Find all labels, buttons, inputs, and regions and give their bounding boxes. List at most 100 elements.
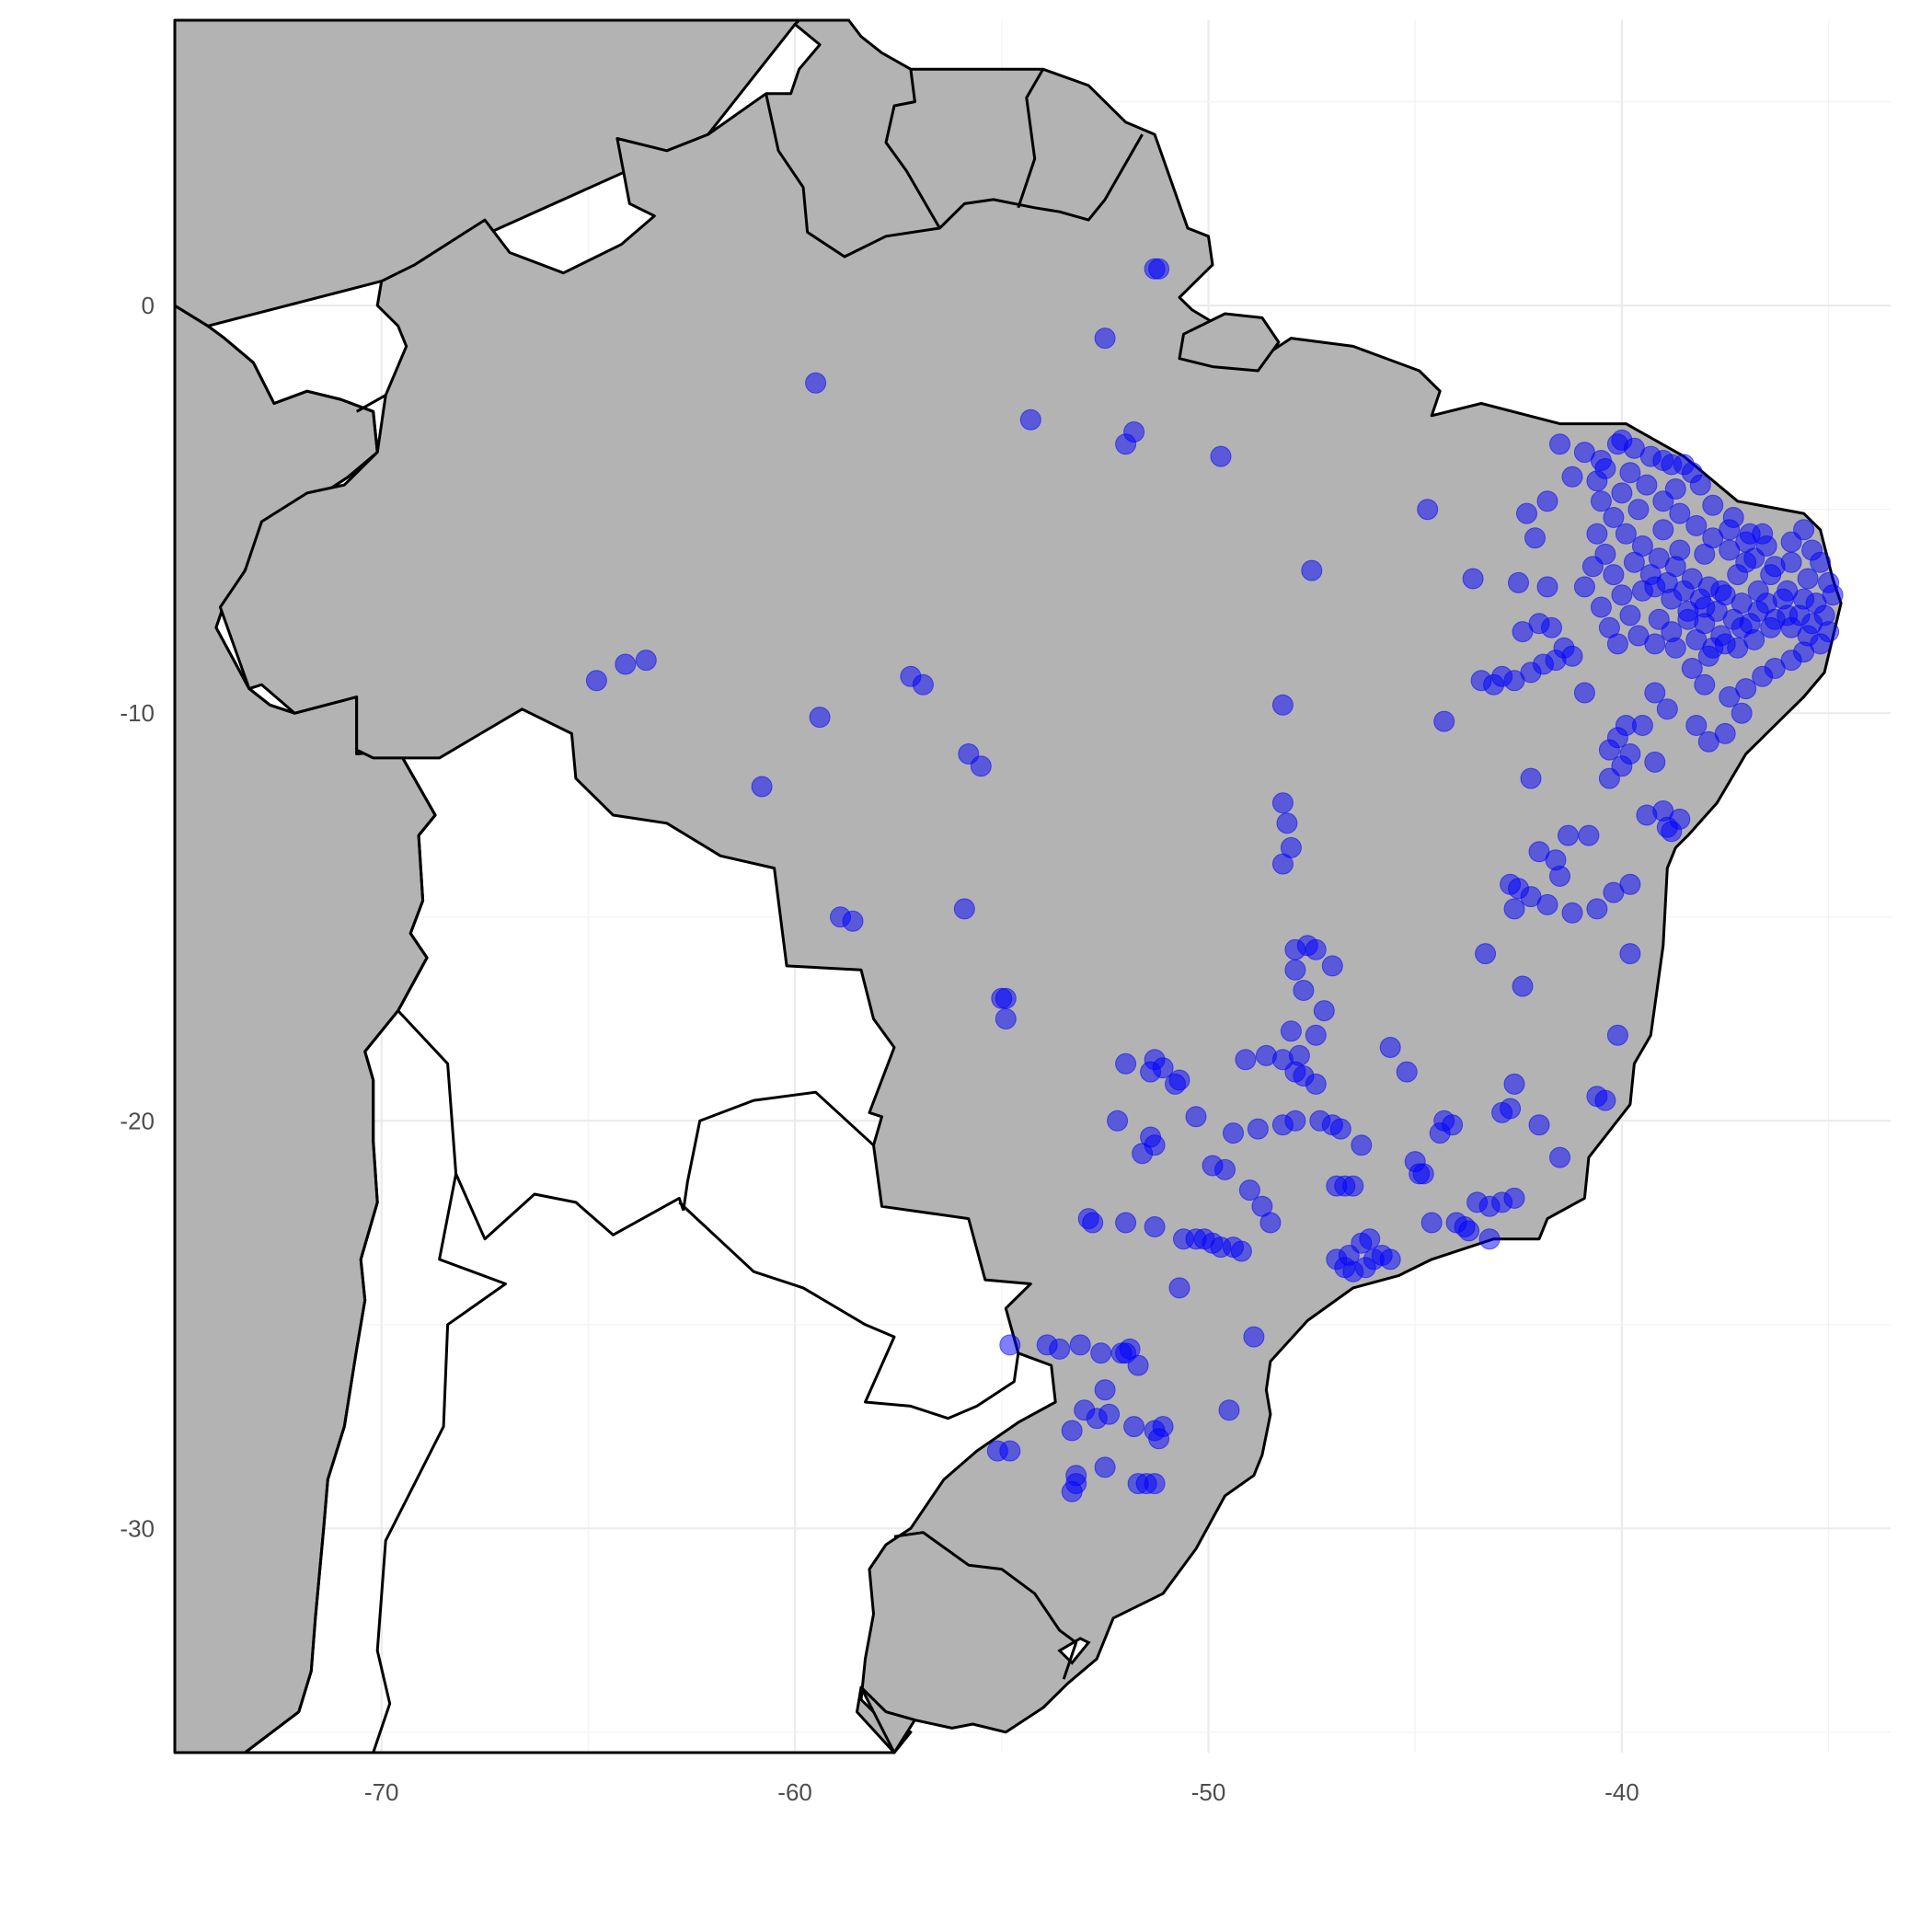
country-border — [397, 1009, 685, 1241]
data-point — [1528, 1114, 1550, 1136]
data-point — [1752, 665, 1774, 687]
data-point — [585, 670, 607, 692]
data-point — [1210, 445, 1232, 467]
data-point — [1669, 808, 1691, 830]
data-point — [1458, 1220, 1480, 1242]
land-area — [218, 18, 1843, 1754]
country-border — [355, 394, 386, 413]
x-tick-label: -40 — [1604, 1778, 1639, 1806]
data-point — [1536, 576, 1558, 598]
data-point — [1238, 1179, 1260, 1202]
data-point — [1644, 682, 1666, 704]
data-point — [1714, 722, 1736, 744]
data-point — [1127, 1354, 1149, 1376]
data-point — [1644, 751, 1666, 773]
data-point — [1305, 938, 1327, 960]
data-point — [1797, 568, 1819, 590]
data-point — [1061, 1420, 1083, 1442]
data-point — [1379, 1248, 1401, 1271]
data-point — [1793, 519, 1815, 541]
country-border — [372, 1173, 507, 1754]
data-point — [1094, 1379, 1116, 1401]
data-point — [1098, 1403, 1121, 1425]
data-point — [1417, 499, 1439, 521]
data-point — [615, 653, 637, 675]
data-point — [1520, 767, 1542, 789]
y-tick-label: -10 — [120, 699, 155, 727]
data-point — [1561, 645, 1583, 667]
data-point — [809, 707, 831, 729]
data-point — [635, 650, 657, 672]
y-axis: 0 -10 -20 -30 — [120, 292, 155, 1542]
data-point — [1581, 556, 1604, 578]
data-point — [1611, 584, 1633, 606]
data-point — [1140, 1061, 1162, 1083]
data-point — [1664, 637, 1686, 659]
data-point — [1351, 1134, 1373, 1156]
data-point — [1578, 824, 1600, 846]
data-point — [1586, 898, 1608, 920]
data-point — [1685, 514, 1708, 536]
data-point — [1594, 1089, 1616, 1111]
data-point — [1606, 633, 1628, 655]
data-point — [1305, 1024, 1327, 1046]
data-point — [1606, 1024, 1628, 1046]
data-point — [1598, 767, 1620, 789]
data-point — [1223, 1122, 1244, 1144]
data-point — [1652, 519, 1674, 541]
data-point — [1396, 1061, 1418, 1083]
data-point — [1259, 1212, 1282, 1234]
data-point — [1329, 1118, 1351, 1140]
data-point — [1115, 433, 1137, 455]
data-point — [1301, 559, 1323, 581]
data-point — [1168, 1277, 1190, 1299]
data-point — [1590, 490, 1612, 512]
country-border — [682, 1090, 875, 1211]
data-point — [1586, 523, 1608, 545]
data-point — [1598, 739, 1620, 761]
data-point — [999, 1440, 1021, 1462]
y-tick-label: -30 — [120, 1514, 155, 1542]
land — [173, 18, 1843, 1754]
country-border — [1017, 68, 1044, 209]
data-point — [1619, 943, 1641, 965]
data-point — [1313, 1000, 1335, 1022]
data-point — [1536, 490, 1558, 512]
data-point — [1619, 604, 1641, 627]
x-tick-label: -60 — [777, 1778, 812, 1806]
country-border — [765, 93, 1144, 259]
y-tick-label: 0 — [142, 292, 155, 319]
data-point — [1689, 588, 1711, 610]
data-point — [1685, 628, 1708, 650]
data-point — [1094, 1456, 1116, 1478]
data-point — [1508, 571, 1529, 593]
data-point — [1810, 551, 1832, 573]
data-point — [1644, 633, 1666, 655]
data-point — [1590, 596, 1612, 618]
land-area — [243, 1685, 916, 1754]
data-point — [1271, 792, 1294, 814]
data-point — [1694, 673, 1716, 696]
data-point — [1549, 433, 1570, 455]
data-point — [1656, 698, 1678, 720]
data-point — [1144, 1216, 1166, 1237]
data-point — [1664, 478, 1686, 500]
data-point — [1107, 1110, 1129, 1132]
data-point — [1243, 1326, 1265, 1348]
data-point — [1549, 1146, 1570, 1168]
x-tick-label: -70 — [364, 1778, 399, 1806]
data-point — [1470, 670, 1492, 692]
data-point — [1536, 893, 1558, 915]
data-point — [1805, 592, 1827, 615]
data-point — [1549, 865, 1570, 887]
data-point — [1561, 902, 1583, 924]
country-border — [678, 1201, 1020, 1420]
data-point — [1619, 462, 1641, 484]
data-point — [1719, 519, 1741, 541]
data-point — [1558, 824, 1579, 846]
data-point — [1627, 499, 1650, 521]
data-point — [1689, 474, 1711, 496]
data-point — [1503, 898, 1525, 920]
occurrence-points — [585, 258, 1844, 1502]
data-point — [1573, 442, 1595, 464]
